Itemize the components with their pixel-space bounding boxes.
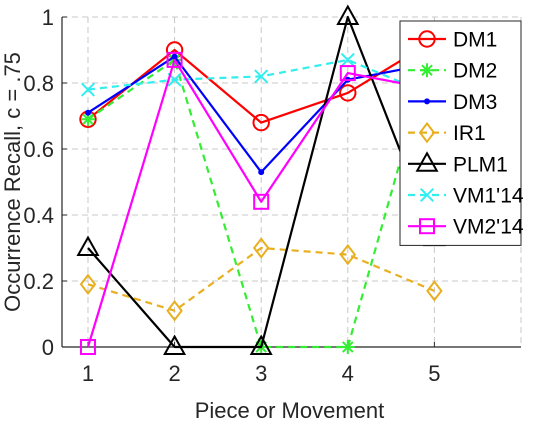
data-point xyxy=(340,340,355,354)
x-tick-label: 1 xyxy=(82,361,94,386)
series-line xyxy=(87,246,435,312)
data-point xyxy=(254,69,269,84)
legend-entry: DM1 xyxy=(408,29,497,52)
legend-entry: PLM1 xyxy=(408,151,508,176)
y-tick-label: 0.4 xyxy=(23,203,54,228)
series-line xyxy=(86,58,435,348)
y-tick-label: 0.8 xyxy=(23,71,54,96)
data-point xyxy=(76,235,100,256)
data-point xyxy=(80,112,95,127)
data-point xyxy=(166,51,183,68)
legend-label: VM1'14 xyxy=(453,185,524,208)
data-point xyxy=(171,53,178,60)
data-point xyxy=(258,169,265,176)
legend-marker xyxy=(415,151,439,172)
x-tick-label: 3 xyxy=(255,361,267,386)
data-point xyxy=(426,280,443,302)
x-axis-label: Piece or Movement xyxy=(195,398,385,423)
legend-label: VM2'14 xyxy=(453,216,524,239)
legend-entry: VM1'14 xyxy=(408,185,524,208)
y-axis-label: Occurrence Recall, c = .75 xyxy=(0,52,25,312)
tick-labels: 1 2 3 4 5 0 0.2 0.4 0.6 0.8 1 xyxy=(23,5,440,386)
legend-marker xyxy=(419,187,435,203)
data-point xyxy=(166,299,183,322)
legend-label: DM1 xyxy=(453,29,497,52)
legend-marker xyxy=(418,30,436,48)
series-layer xyxy=(76,4,446,355)
x-tick-label: 4 xyxy=(342,361,354,386)
data-point xyxy=(252,237,270,259)
data-point xyxy=(253,193,270,210)
y-tick-label: 1 xyxy=(42,5,54,30)
y-tick-label: 0.2 xyxy=(23,269,54,294)
data-point xyxy=(79,273,97,296)
series-line xyxy=(87,15,436,349)
x-tick-label: 5 xyxy=(428,361,440,386)
y-tick-label: 0.6 xyxy=(23,137,54,162)
legend-entry: DM2 xyxy=(408,60,497,83)
legend: DM1 DM2 DM3 IR1 PLM1 VM1'14 VM2'14 xyxy=(399,20,524,246)
legend-label: DM3 xyxy=(453,91,497,114)
data-point xyxy=(80,82,95,97)
legend-marker xyxy=(418,121,436,144)
legend-marker xyxy=(424,98,430,105)
legend-label: PLM1 xyxy=(453,153,508,176)
data-point xyxy=(252,113,270,132)
legend-entry: VM2'14 xyxy=(408,216,524,239)
data-point xyxy=(340,52,355,67)
data-point xyxy=(249,334,273,355)
data-point xyxy=(336,4,360,25)
series-ir1 xyxy=(79,237,443,322)
data-point xyxy=(339,84,357,102)
x-tick-label: 2 xyxy=(168,361,180,386)
legend-label: DM2 xyxy=(453,60,497,83)
data-point xyxy=(163,334,187,355)
data-point xyxy=(79,339,96,355)
data-point xyxy=(339,65,356,82)
legend-label: IR1 xyxy=(453,122,486,145)
legend-marker xyxy=(420,63,434,78)
legend-entry: DM3 xyxy=(408,91,497,114)
y-tick-label: 0 xyxy=(42,335,54,360)
legend-marker xyxy=(419,218,435,235)
data-point xyxy=(339,243,357,266)
legend-entry: IR1 xyxy=(408,121,486,145)
data-point xyxy=(84,109,91,116)
